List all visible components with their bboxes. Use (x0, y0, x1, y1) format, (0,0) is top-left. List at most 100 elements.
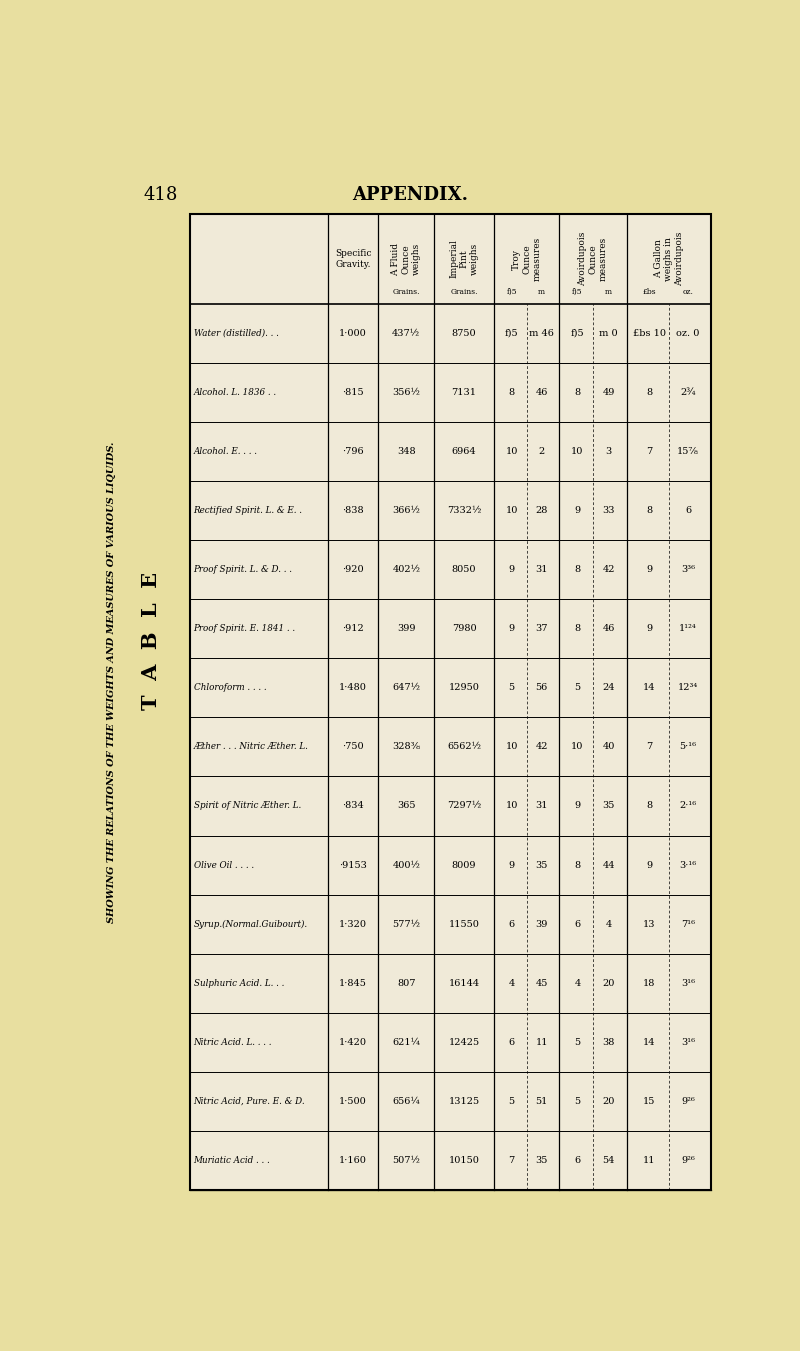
Text: 33: 33 (602, 507, 615, 515)
Text: Chloroform . . . .: Chloroform . . . . (194, 684, 266, 692)
Text: 1¹²⁴: 1¹²⁴ (679, 624, 697, 634)
Text: 12³⁴: 12³⁴ (678, 684, 698, 692)
Text: 400½: 400½ (392, 861, 420, 870)
Text: 5: 5 (574, 1097, 581, 1106)
Text: 10: 10 (506, 447, 518, 457)
Text: APPENDIX.: APPENDIX. (352, 186, 468, 204)
Text: 1·845: 1·845 (339, 978, 367, 988)
Text: 3·¹⁶: 3·¹⁶ (679, 861, 697, 870)
Text: 3¹⁶: 3¹⁶ (681, 978, 695, 988)
Text: 11: 11 (535, 1038, 548, 1047)
Text: 31: 31 (535, 801, 548, 811)
Text: 5: 5 (509, 1097, 514, 1106)
Text: 20: 20 (602, 978, 614, 988)
Text: 16144: 16144 (449, 978, 480, 988)
Text: 2·¹⁶: 2·¹⁶ (679, 801, 697, 811)
Text: f)5: f)5 (572, 288, 582, 296)
Text: 9: 9 (574, 507, 581, 515)
Text: Syrup.(Normal.Guibourt).: Syrup.(Normal.Guibourt). (194, 920, 308, 928)
Text: 2¾: 2¾ (680, 388, 696, 397)
Text: 8: 8 (646, 507, 653, 515)
Text: 418: 418 (143, 186, 178, 204)
Text: 5: 5 (574, 1038, 581, 1047)
Text: 7: 7 (646, 743, 653, 751)
Text: 1·320: 1·320 (339, 920, 367, 928)
Text: 8009: 8009 (452, 861, 476, 870)
Text: Specific
Gravity.: Specific Gravity. (335, 250, 371, 269)
Text: 356½: 356½ (392, 388, 420, 397)
Text: 40: 40 (602, 743, 614, 751)
Text: Grains.: Grains. (393, 288, 420, 296)
Text: £bs: £bs (642, 288, 656, 296)
Text: 656¼: 656¼ (393, 1097, 420, 1106)
Text: 49: 49 (602, 388, 614, 397)
Text: 37: 37 (535, 624, 548, 634)
Text: ·750: ·750 (342, 743, 364, 751)
Text: 18: 18 (643, 978, 656, 988)
Text: Proof Spirit. L. & D. . .: Proof Spirit. L. & D. . . (194, 565, 293, 574)
Text: Æther . . . Nitric Æther. L.: Æther . . . Nitric Æther. L. (194, 743, 309, 751)
Text: 6964: 6964 (452, 447, 477, 457)
Text: 5: 5 (574, 684, 581, 692)
Text: Avoirdupois
Ounce
measures: Avoirdupois Ounce measures (578, 232, 608, 286)
Text: Alcohol. E. . . .: Alcohol. E. . . . (194, 447, 258, 457)
Text: f)5: f)5 (570, 328, 584, 338)
Text: 437½: 437½ (392, 328, 420, 338)
Text: 15: 15 (643, 1097, 656, 1106)
Text: 8050: 8050 (452, 565, 476, 574)
Text: 8: 8 (574, 388, 581, 397)
Text: 44: 44 (602, 861, 615, 870)
Text: 14: 14 (643, 684, 656, 692)
Text: Alcohol. L. 1836 . .: Alcohol. L. 1836 . . (194, 388, 277, 397)
FancyBboxPatch shape (190, 213, 710, 1190)
Text: m: m (538, 288, 545, 296)
Text: 8: 8 (646, 388, 653, 397)
Text: 6562½: 6562½ (447, 743, 481, 751)
Text: T  A  B  L  E: T A B L E (141, 571, 161, 709)
Text: 5: 5 (509, 684, 514, 692)
Text: 24: 24 (602, 684, 615, 692)
Text: 6: 6 (509, 920, 514, 928)
Text: 20: 20 (602, 1097, 614, 1106)
Text: Rectified Spirit. L. & E. .: Rectified Spirit. L. & E. . (194, 507, 302, 515)
Text: 7¹⁶: 7¹⁶ (681, 920, 695, 928)
Text: Olive Oil . . . .: Olive Oil . . . . (194, 861, 254, 870)
Text: 6: 6 (509, 1038, 514, 1047)
Text: oz. 0: oz. 0 (676, 328, 700, 338)
Text: Nitric Acid, Pure. E. & D.: Nitric Acid, Pure. E. & D. (194, 1097, 306, 1106)
Text: 9: 9 (509, 861, 514, 870)
Text: Troy
Ounce
measures: Troy Ounce measures (512, 236, 542, 281)
Text: ·9153: ·9153 (339, 861, 367, 870)
Text: 42: 42 (602, 565, 615, 574)
Text: 46: 46 (602, 624, 614, 634)
Text: 8: 8 (646, 801, 653, 811)
Text: Muriatic Acid . . .: Muriatic Acid . . . (194, 1156, 270, 1165)
Text: ·796: ·796 (342, 447, 364, 457)
Text: 46: 46 (535, 388, 548, 397)
Text: Grains.: Grains. (450, 288, 478, 296)
Text: Water (distilled). . .: Water (distilled). . . (194, 328, 278, 338)
Text: 7: 7 (646, 447, 653, 457)
Text: Sulphuric Acid. L. . .: Sulphuric Acid. L. . . (194, 978, 284, 988)
Text: 1·000: 1·000 (339, 328, 367, 338)
Text: ·920: ·920 (342, 565, 364, 574)
Text: ·815: ·815 (342, 388, 364, 397)
Text: Imperial
Pint
weighs: Imperial Pint weighs (450, 239, 479, 278)
Text: Proof Spirit. E. 1841 . .: Proof Spirit. E. 1841 . . (194, 624, 296, 634)
Text: 12950: 12950 (449, 684, 479, 692)
Text: 39: 39 (535, 920, 548, 928)
Text: £bs 10: £bs 10 (633, 328, 666, 338)
Text: 4: 4 (606, 920, 612, 928)
Text: 9: 9 (646, 861, 653, 870)
Text: Nitric Acid. L. . . .: Nitric Acid. L. . . . (194, 1038, 272, 1047)
Text: m 46: m 46 (529, 328, 554, 338)
Text: 8750: 8750 (452, 328, 477, 338)
Text: SHOWING THE RELATIONS OF THE WEIGHTS AND MEASURES OF VARIOUS LIQUIDS.: SHOWING THE RELATIONS OF THE WEIGHTS AND… (106, 442, 116, 923)
Text: 10150: 10150 (449, 1156, 479, 1165)
Text: oz.: oz. (682, 288, 694, 296)
Text: 365: 365 (397, 801, 415, 811)
Text: 51: 51 (535, 1097, 548, 1106)
Text: 13125: 13125 (449, 1097, 480, 1106)
Text: 3: 3 (606, 447, 612, 457)
Text: 328⅜: 328⅜ (392, 743, 420, 751)
